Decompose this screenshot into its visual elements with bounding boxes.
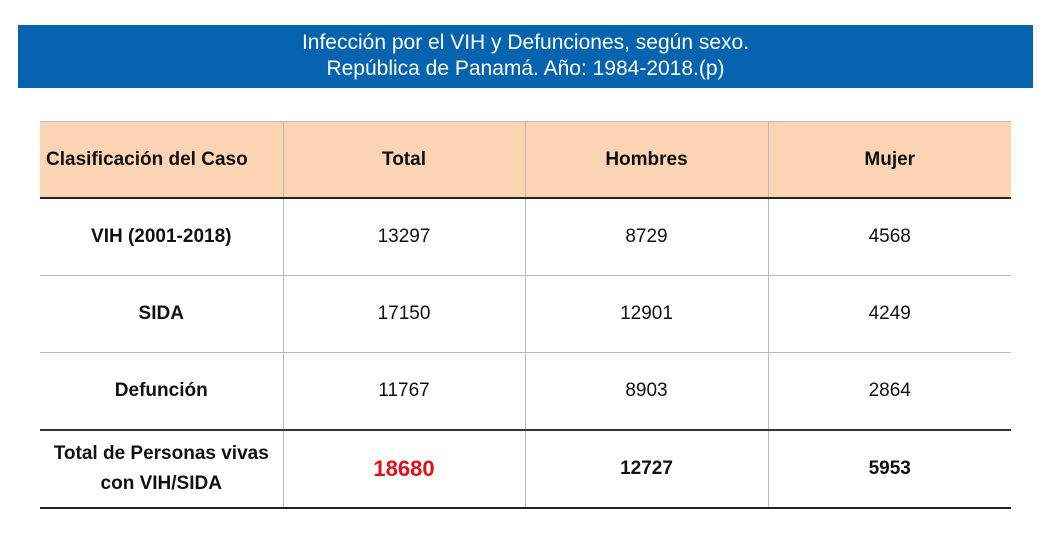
row-label: Total de Personas vivas con VIH/SIDA bbox=[40, 429, 284, 509]
header-row: Clasificación del Caso Total Hombres Mujer bbox=[40, 121, 1011, 199]
table-cell: 5953 bbox=[767, 429, 1011, 509]
table-row: VIH (2001-2018) 13297 8729 4568 bbox=[40, 198, 1011, 276]
title-line: Infección por el VIH y Defunciones, segú… bbox=[301, 31, 750, 54]
table-cell: 4568 bbox=[767, 198, 1011, 276]
row-label: SIDA bbox=[40, 275, 284, 353]
table-cell: 4249 bbox=[767, 275, 1011, 353]
column-header: Mujer bbox=[767, 121, 1011, 199]
table-row: SIDA 17150 12901 4249 bbox=[40, 275, 1011, 353]
table-cell: 18680 bbox=[282, 429, 526, 509]
column-header: Clasificación del Caso bbox=[40, 121, 284, 199]
table-cell: 2864 bbox=[767, 352, 1011, 431]
table-cell: 8729 bbox=[524, 198, 769, 276]
column-header: Hombres bbox=[524, 121, 769, 199]
table-cell: 12901 bbox=[524, 275, 769, 353]
table-row: Total de Personas vivas con VIH/SIDA 1868… bbox=[40, 429, 1011, 509]
table-cell: 13297 bbox=[282, 198, 526, 276]
table-row: Defunción 11767 8903 2864 bbox=[40, 352, 1011, 431]
title-line: República de Panamá. Año: 1984-2018.(p) bbox=[326, 57, 725, 80]
table-cell: 11767 bbox=[282, 352, 526, 431]
data-table: Clasificación del Caso Total Hombres Mujer … bbox=[40, 121, 1011, 509]
table-cell: 12727 bbox=[524, 429, 769, 509]
title-banner: Infección por el VIH y Defunciones, segú… bbox=[18, 25, 1033, 88]
table-cell: 17150 bbox=[282, 275, 526, 353]
row-label: VIH (2001-2018) bbox=[40, 198, 284, 276]
row-label: Defunción bbox=[40, 352, 284, 431]
column-header: Total bbox=[282, 121, 526, 199]
table-cell: 8903 bbox=[524, 352, 769, 431]
